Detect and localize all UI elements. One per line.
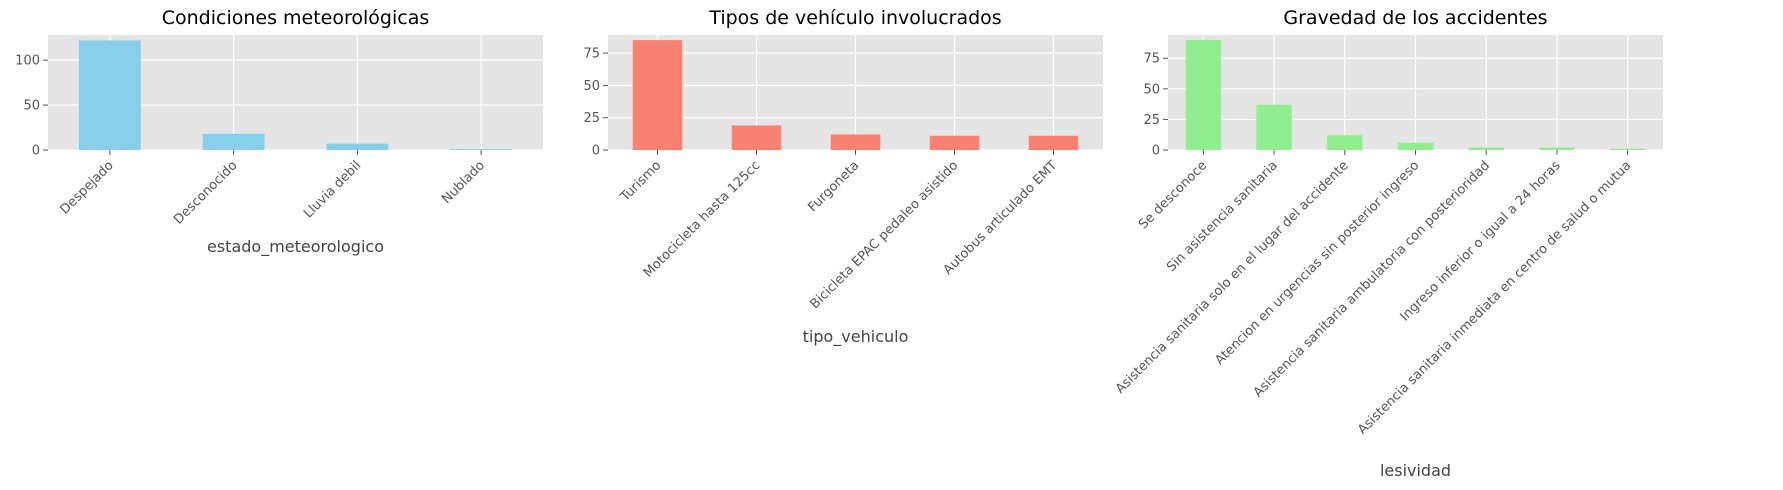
x-tick-label: Asistencia sanitaria solo en el lugar de… <box>1113 158 1352 397</box>
x-tick-label: Despejado <box>57 158 116 217</box>
chart-weather-conditions: 0 50 100 Despejado Desconocido Lluvia debil Nu… <box>15 7 543 257</box>
bar-2 <box>202 133 265 150</box>
y-tick-label: 75 <box>583 47 600 62</box>
x-tick-label: Asistencia sanitaria inmediata en centro… <box>1355 158 1634 437</box>
x-tick-label: Desconocido <box>171 158 240 227</box>
x-axis-label: estado_meteorologico <box>207 237 384 257</box>
bar-7 <box>1609 148 1646 150</box>
bar-4 <box>929 135 980 150</box>
x-tick-label: Turismo <box>617 158 664 205</box>
x-tick-label: Se desconoce <box>1136 158 1210 232</box>
x-tick-label: Ingreso inferior o igual a 24 horas <box>1398 158 1564 324</box>
y-tick-label: 0 <box>1152 144 1160 159</box>
bar-2 <box>731 125 782 150</box>
bar-5 <box>1468 147 1504 150</box>
chart-title: Tipos de vehículo involucrados <box>708 7 1001 29</box>
y-tick-label: 100 <box>15 54 40 69</box>
y-tick-label: 0 <box>592 144 600 159</box>
y-tick-label: 50 <box>23 99 40 114</box>
bar-2 <box>1256 104 1292 150</box>
y-tick-label: 25 <box>1143 113 1160 128</box>
bar-3 <box>1327 135 1363 150</box>
bar-3 <box>830 134 881 150</box>
y-tick-label: 50 <box>583 79 600 94</box>
y-tick-label: 25 <box>583 111 600 126</box>
x-tick-label: Asistencia sanitaria ambulatoria con pos… <box>1251 158 1493 400</box>
chart-title: Gravedad de los accidentes <box>1283 7 1547 29</box>
x-tick-label: Lluvia debil <box>301 158 364 221</box>
x-axis-label: tipo_vehiculo <box>803 327 909 347</box>
bar-4 <box>1397 142 1434 150</box>
x-tick-label: Furgoneta <box>805 158 862 215</box>
bar-3 <box>326 143 389 150</box>
x-tick-label: Autobus articulado EMT <box>941 158 1061 278</box>
y-tick-label: 75 <box>1143 52 1160 67</box>
x-tick-label: Motocicleta hasta 125cc <box>641 158 763 280</box>
bar-1 <box>78 40 141 150</box>
bar-4 <box>450 149 513 150</box>
chart-title: Condiciones meteorológicas <box>162 7 430 29</box>
x-axis-label: lesividad <box>1380 461 1451 480</box>
x-tick-label: Nublado <box>439 158 488 207</box>
bar-1 <box>1185 39 1222 150</box>
bar-6 <box>1539 147 1575 150</box>
y-tick-label: 0 <box>32 144 40 159</box>
bar-1 <box>632 40 683 150</box>
bar-5 <box>1028 135 1079 150</box>
y-tick-label: 50 <box>1143 82 1160 97</box>
